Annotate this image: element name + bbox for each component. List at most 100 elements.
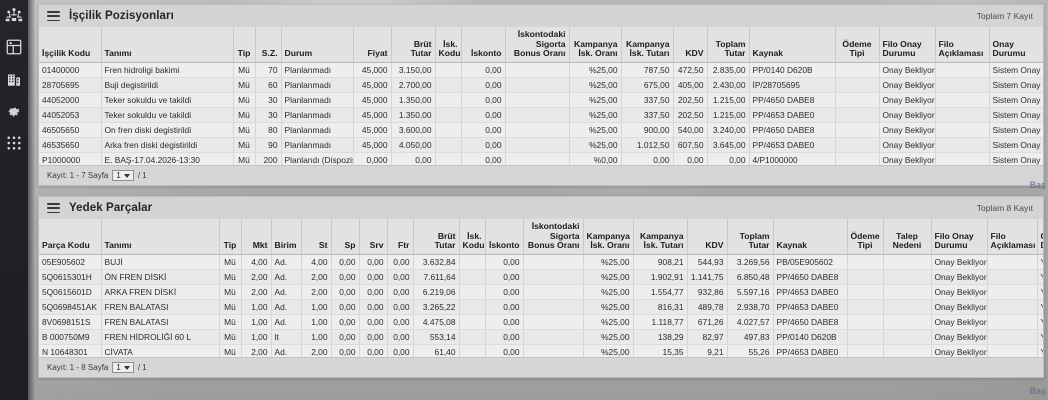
column-header[interactable]: İşçilik Kodu — [39, 27, 102, 63]
table-cell: 45,000 — [353, 92, 392, 108]
column-header[interactable]: İskonto — [461, 27, 506, 63]
column-header[interactable]: Ftr — [387, 219, 414, 255]
column-header[interactable]: KDV — [687, 219, 728, 255]
table-row[interactable]: 05E905602 BUJİ Mü 4,00 Ad. 4,00 0,00 0,00 0,00 3.… — [39, 254, 1043, 270]
table-cell: 3.269,56 — [727, 254, 774, 270]
people-group-icon[interactable] — [5, 6, 23, 24]
column-header[interactable]: Mkt — [241, 219, 272, 255]
table-cell — [435, 137, 462, 153]
column-header[interactable]: Kampanya İsk. Tutarı — [621, 27, 674, 63]
table-row[interactable]: 01400000 Fren hidroligi bakimi Mü 70 Planlan… — [39, 62, 1043, 78]
column-header[interactable]: Filo Onay Durumu — [879, 27, 936, 63]
column-header[interactable]: Sp — [331, 219, 360, 255]
table-row[interactable]: 44052000 Teker sokuldu ve takildi Mü 30 Plan… — [39, 92, 1043, 108]
table-cell: 0,00 — [461, 137, 506, 153]
column-header[interactable]: Ödeme Tipi — [847, 219, 884, 255]
table-cell: 3.150,00 — [391, 62, 436, 78]
labor-page-select[interactable]: 1 — [112, 170, 134, 181]
building-icon[interactable] — [5, 70, 23, 88]
table-row[interactable]: P1000000 E. BAŞ-17.04.2026-13:30 Mü 200 Plan… — [39, 152, 1043, 168]
column-header[interactable]: Durum — [281, 27, 354, 63]
table-cell: Onay Bekliyor — [931, 254, 988, 270]
table-row[interactable]: 5Q0698451AK FREN BALATASI Mü 1,00 Ad. 1,00 0,0… — [39, 299, 1043, 315]
table-cell: 45,000 — [353, 107, 392, 123]
column-header[interactable]: Srv — [359, 219, 388, 255]
column-header[interactable]: Kampanya İsk. Oranı — [569, 27, 622, 63]
column-header[interactable]: Toplam Tutar — [707, 27, 750, 63]
hamburger-icon[interactable] — [47, 11, 60, 21]
table-cell: PP/4653 DABE0 — [773, 299, 848, 315]
labor-start-button[interactable]: Baş — [1029, 180, 1046, 190]
table-cell — [435, 77, 462, 93]
column-header[interactable]: St — [301, 219, 332, 255]
table-row[interactable]: B 000750M9 FREN HİDROLİĞİ 60 L Mü 1,00 lt 1,0… — [39, 329, 1043, 345]
column-header[interactable]: Tip — [233, 27, 256, 63]
table-cell: 540,00 — [673, 122, 708, 138]
apps-grid-icon[interactable] — [5, 134, 23, 152]
column-header[interactable]: Tip — [219, 219, 242, 255]
table-row[interactable]: 46505650 On fren diski degistirildi Mü 80 Pl… — [39, 122, 1043, 138]
column-header[interactable]: Fiyat — [353, 27, 392, 63]
column-header[interactable]: Ödeme Tipi — [835, 27, 880, 63]
parts-table-scroll[interactable]: Parça Kodu Tanımı Tip Mkt Birim St Sp Srv Ftr Brü… — [39, 219, 1043, 377]
column-header[interactable]: KDV — [673, 27, 708, 63]
table-cell: Onay Bekliyor — [879, 137, 936, 153]
dashboard-grid-icon[interactable] — [5, 38, 23, 56]
table-cell: 55,26 — [727, 344, 774, 360]
column-header[interactable]: Birim — [271, 219, 302, 255]
table-row[interactable]: 5Q0615301H ÖN FREN DİSKİ Mü 2,00 Ad. 2,00 0,00… — [39, 269, 1043, 285]
column-header[interactable]: Filo Onay Durumu — [931, 219, 988, 255]
column-header[interactable]: Onay Durumu — [989, 27, 1043, 63]
table-row[interactable]: 28705695 Buji degistirildi Mü 60 Planlanmadı… — [39, 77, 1043, 93]
table-cell: 0,00 — [485, 284, 524, 300]
table-row[interactable]: 5Q0615601D ARKA FREN DİSKİ Mü 2,00 Ad. 2,00 0,… — [39, 284, 1043, 300]
gear-icon[interactable] — [5, 102, 23, 120]
column-header[interactable]: İskontodaki Sigorta Bonus Oranı — [523, 219, 584, 255]
hamburger-icon[interactable] — [47, 203, 60, 213]
column-header[interactable]: Brüt Tutar — [413, 219, 460, 255]
table-cell: On fren diski degistirildi — [101, 122, 234, 138]
table-cell: 908,21 — [633, 254, 688, 270]
column-header[interactable]: Onay Durumu — [1037, 219, 1043, 255]
table-cell: 0,00 — [461, 62, 506, 78]
parts-total-records: Toplam 8 Kayıt — [976, 203, 1033, 213]
table-cell: 45,000 — [353, 122, 392, 138]
table-cell: 4.050,00 — [391, 137, 436, 153]
table-cell: %25,00 — [583, 254, 634, 270]
table-cell: Fren hidroligi bakimi — [101, 62, 234, 78]
column-header[interactable]: Toplam Tutar — [727, 219, 774, 255]
table-row[interactable]: 8V0698151S FREN BALATASI Mü 1,00 Ad. 1,00 0,00… — [39, 314, 1043, 330]
table-row[interactable]: 46535650 Arka fren diski degistirildi Mü 90… — [39, 137, 1043, 153]
table-cell — [987, 344, 1038, 360]
table-cell — [835, 77, 880, 93]
column-header[interactable]: Filo Açıklaması — [987, 219, 1038, 255]
table-cell — [835, 62, 880, 78]
table-cell: PP/4653 DABE0 — [749, 137, 836, 153]
column-header[interactable]: S.Z. — [255, 27, 282, 63]
table-cell — [935, 122, 990, 138]
column-header[interactable]: Talep Nedeni — [883, 219, 932, 255]
table-cell — [523, 284, 584, 300]
column-header[interactable]: Kampanya İsk. Tutarı — [633, 219, 688, 255]
column-header[interactable]: Tanımı — [101, 27, 234, 63]
table-cell: Ad. — [271, 284, 302, 300]
parts-page-select[interactable]: 1 — [112, 362, 134, 373]
column-header[interactable]: İsk. Kodu — [459, 219, 486, 255]
column-header[interactable]: İskontodaki Sigorta Bonus Oranı — [505, 27, 570, 63]
column-header[interactable]: Parça Kodu — [39, 219, 102, 255]
table-row[interactable]: 44052053 Teker sokuldu ve takildi Mü 30 Plan… — [39, 107, 1043, 123]
table-cell: 0,00 — [359, 269, 388, 285]
column-header[interactable]: Filo Açıklaması — [935, 27, 990, 63]
column-header[interactable]: Kampanya İsk. Oranı — [583, 219, 634, 255]
column-header[interactable]: Kaynak — [773, 219, 848, 255]
labor-table-scroll[interactable]: İşçilik Kodu Tanımı Tip S.Z. Durum Fiyat Brüt … — [39, 27, 1043, 185]
column-header[interactable]: Kaynak — [749, 27, 836, 63]
parts-start-button[interactable]: Baş — [1029, 386, 1046, 396]
table-cell: %25,00 — [569, 92, 622, 108]
table-cell: Ad. — [271, 314, 302, 330]
table-cell: 8V0698151S — [39, 314, 102, 330]
column-header[interactable]: Brüt Tutar — [391, 27, 436, 63]
column-header[interactable]: İskonto — [485, 219, 524, 255]
column-header[interactable]: Tanımı — [101, 219, 220, 255]
column-header[interactable]: İsk. Kodu — [435, 27, 462, 63]
